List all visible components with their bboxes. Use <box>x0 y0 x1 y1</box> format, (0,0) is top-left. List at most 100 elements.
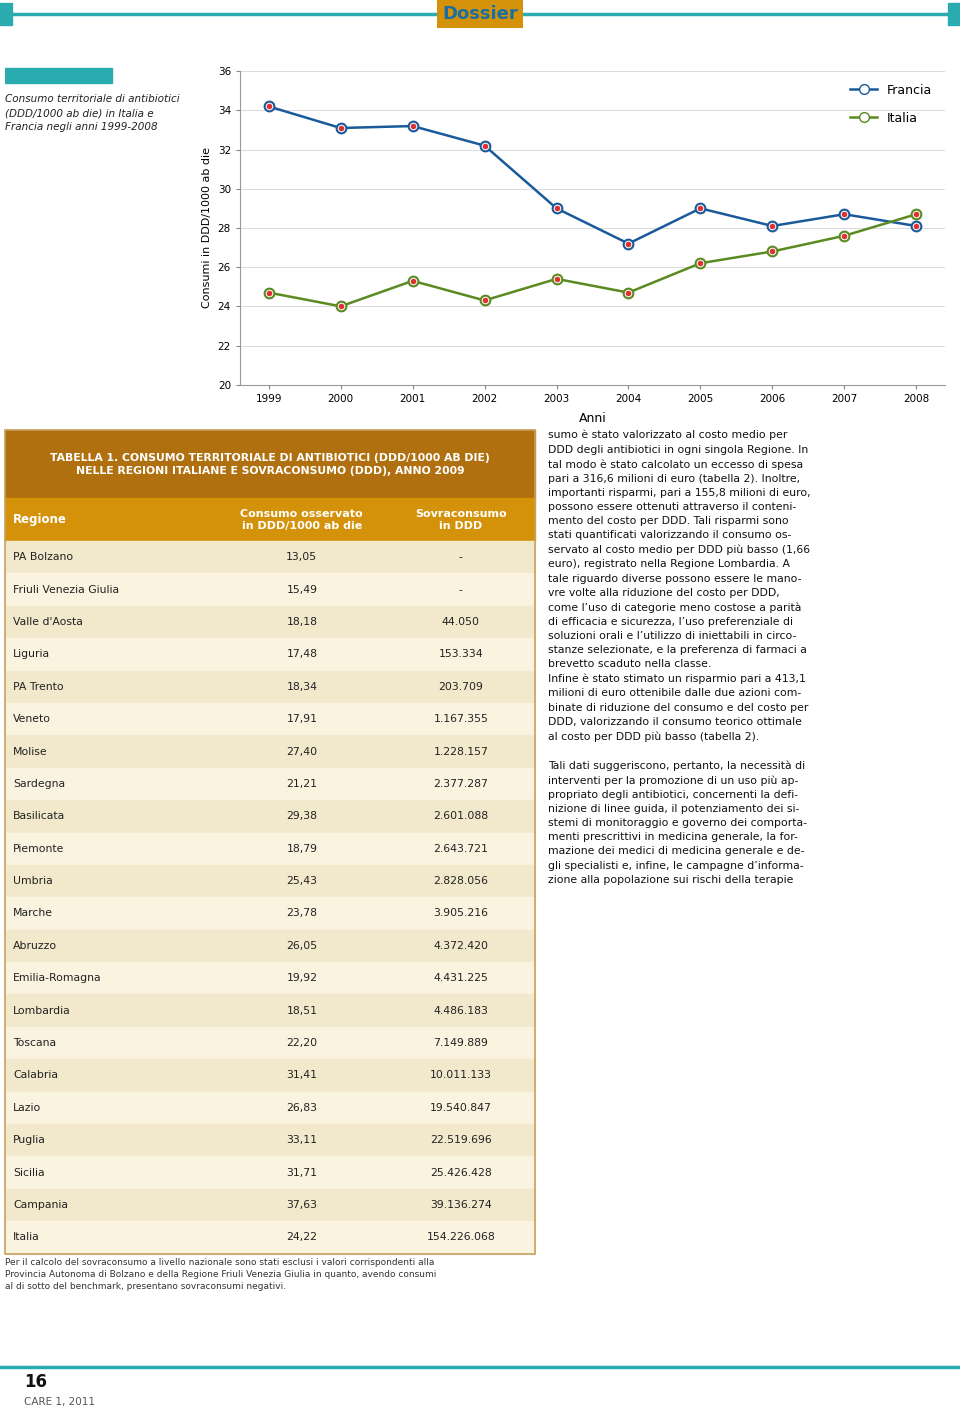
Text: TABELLA 1. CONSUMO TERRITORIALE DI ANTIBIOTICI (DDD/1000 AB DIE)
NELLE REGIONI I: TABELLA 1. CONSUMO TERRITORIALE DI ANTIB… <box>50 452 490 476</box>
Text: -: - <box>459 552 463 562</box>
Text: Abruzzo: Abruzzo <box>12 940 57 950</box>
Text: 22,20: 22,20 <box>286 1038 318 1048</box>
Text: 21,21: 21,21 <box>286 779 318 789</box>
Text: Liguria: Liguria <box>12 650 50 659</box>
Text: 17,91: 17,91 <box>286 714 318 724</box>
Text: 24,22: 24,22 <box>286 1233 318 1243</box>
Text: 26,83: 26,83 <box>286 1103 318 1113</box>
Bar <box>5 638 535 671</box>
Bar <box>5 671 535 703</box>
Bar <box>5 431 535 498</box>
Text: 2.377.287: 2.377.287 <box>433 779 489 789</box>
Bar <box>5 897 535 929</box>
Bar <box>5 1059 535 1091</box>
Text: 18,34: 18,34 <box>286 682 318 692</box>
Bar <box>5 1091 535 1124</box>
Text: Dossier: Dossier <box>443 6 517 23</box>
Text: Veneto: Veneto <box>12 714 51 724</box>
Bar <box>5 606 535 638</box>
Text: Emilia-Romagna: Emilia-Romagna <box>12 973 102 983</box>
Text: -: - <box>459 585 463 594</box>
Text: Puglia: Puglia <box>12 1135 46 1145</box>
Text: 10.011.133: 10.011.133 <box>430 1070 492 1080</box>
Text: 4.486.183: 4.486.183 <box>433 1005 489 1015</box>
Text: 19,92: 19,92 <box>286 973 318 983</box>
Bar <box>5 994 535 1027</box>
Text: 2.643.721: 2.643.721 <box>433 844 489 854</box>
Text: 15,49: 15,49 <box>286 585 318 594</box>
Bar <box>5 1221 535 1254</box>
Text: 13,05: 13,05 <box>286 552 318 562</box>
Text: 18,18: 18,18 <box>286 617 318 627</box>
Text: 19.540.847: 19.540.847 <box>430 1103 492 1113</box>
Text: Molise: Molise <box>12 747 48 757</box>
Text: PA Trento: PA Trento <box>12 682 63 692</box>
Text: 26,05: 26,05 <box>286 940 318 950</box>
Bar <box>5 703 535 736</box>
Bar <box>5 1156 535 1189</box>
Text: Umbria: Umbria <box>12 875 53 887</box>
Text: PA Bolzano: PA Bolzano <box>12 552 73 562</box>
Text: 39.136.274: 39.136.274 <box>430 1200 492 1210</box>
Text: 4.372.420: 4.372.420 <box>433 940 489 950</box>
Text: 29,38: 29,38 <box>286 812 318 822</box>
Bar <box>0 3 12 25</box>
Text: 23,78: 23,78 <box>286 908 318 918</box>
Bar <box>5 1027 535 1059</box>
Text: CARE 1, 2011: CARE 1, 2011 <box>24 1396 95 1408</box>
Text: Piemonte: Piemonte <box>12 844 64 854</box>
Bar <box>5 866 535 897</box>
Text: 33,11: 33,11 <box>286 1135 318 1145</box>
Text: 7.149.889: 7.149.889 <box>433 1038 489 1048</box>
Text: Lombardia: Lombardia <box>12 1005 71 1015</box>
Bar <box>5 801 535 833</box>
Text: Friuli Venezia Giulia: Friuli Venezia Giulia <box>12 585 119 594</box>
Y-axis label: Consumi in DDD/1000 ab die: Consumi in DDD/1000 ab die <box>203 147 212 308</box>
Text: 22.519.696: 22.519.696 <box>430 1135 492 1145</box>
Bar <box>5 962 535 994</box>
Text: Consumo osservato
in DDD/1000 ab die: Consumo osservato in DDD/1000 ab die <box>241 508 363 531</box>
Text: Italia: Italia <box>12 1233 39 1243</box>
Text: 31,71: 31,71 <box>286 1168 318 1178</box>
Text: 27,40: 27,40 <box>286 747 318 757</box>
Bar <box>5 768 535 801</box>
Text: 44.050: 44.050 <box>442 617 480 627</box>
Text: Valle d'Aosta: Valle d'Aosta <box>12 617 83 627</box>
Text: 18,51: 18,51 <box>286 1005 318 1015</box>
Text: 203.709: 203.709 <box>439 682 483 692</box>
Text: 18,79: 18,79 <box>286 844 318 854</box>
Text: 4.431.225: 4.431.225 <box>433 973 489 983</box>
Bar <box>5 573 535 606</box>
Bar <box>5 736 535 768</box>
Text: Sardegna: Sardegna <box>12 779 65 789</box>
Text: Calabria: Calabria <box>12 1070 58 1080</box>
Text: 37,63: 37,63 <box>286 1200 318 1210</box>
Text: Basilicata: Basilicata <box>12 812 65 822</box>
Text: 17,48: 17,48 <box>286 650 318 659</box>
Text: Campania: Campania <box>12 1200 68 1210</box>
Text: 31,41: 31,41 <box>286 1070 318 1080</box>
Bar <box>5 1124 535 1156</box>
Text: Sicilia: Sicilia <box>12 1168 44 1178</box>
Text: Per il calcolo del sovraconsumo a livello nazionale sono stati esclusi i valori : Per il calcolo del sovraconsumo a livell… <box>5 1258 437 1292</box>
Text: Toscana: Toscana <box>12 1038 56 1048</box>
Text: 154.226.068: 154.226.068 <box>426 1233 495 1243</box>
Legend: Francia, Italia: Francia, Italia <box>844 78 939 131</box>
Text: 25.426.428: 25.426.428 <box>430 1168 492 1178</box>
Bar <box>5 498 535 541</box>
Text: Lazio: Lazio <box>12 1103 41 1113</box>
Text: 2.828.056: 2.828.056 <box>433 875 489 887</box>
Text: Consumo territoriale di antibiotici
(DDD/1000 ab die) in Italia e
Francia negli : Consumo territoriale di antibiotici (DDD… <box>5 95 180 133</box>
Bar <box>5 69 111 83</box>
Text: 1.228.157: 1.228.157 <box>433 747 489 757</box>
Bar <box>5 1189 535 1221</box>
Text: Marche: Marche <box>12 908 53 918</box>
Bar <box>5 541 535 573</box>
Text: Regione: Regione <box>12 513 67 527</box>
Text: 1.167.355: 1.167.355 <box>433 714 489 724</box>
Bar <box>5 929 535 962</box>
Text: 3.905.216: 3.905.216 <box>433 908 489 918</box>
Text: Sovraconsumo
in DDD: Sovraconsumo in DDD <box>415 508 507 531</box>
Text: 25,43: 25,43 <box>286 875 318 887</box>
Text: 2.601.088: 2.601.088 <box>433 812 489 822</box>
